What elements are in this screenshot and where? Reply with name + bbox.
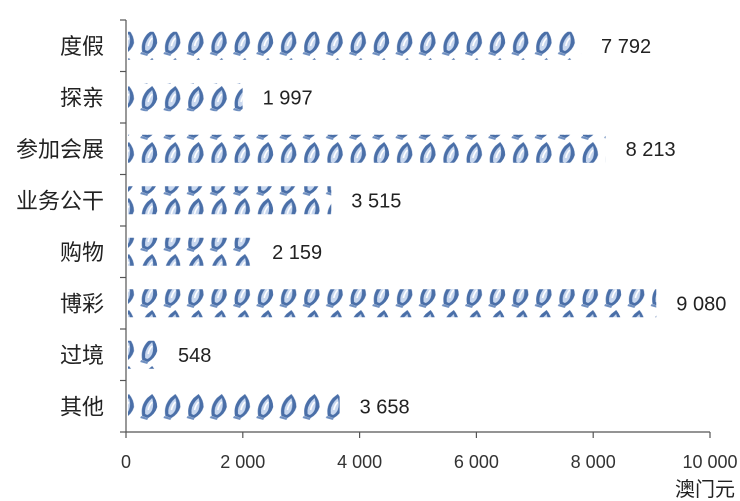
bar xyxy=(128,186,332,215)
x-tick-label: 4 000 xyxy=(337,452,382,472)
x-axis-unit-label: 澳门元 xyxy=(675,478,735,501)
category-label: 博彩 xyxy=(60,291,104,316)
category-label: 参加会展 xyxy=(16,137,104,162)
x-tick-label: 6 000 xyxy=(454,452,499,472)
value-label: 1 997 xyxy=(263,87,313,109)
x-tick-label: 0 xyxy=(121,452,131,472)
bar xyxy=(128,392,340,421)
value-label: 548 xyxy=(178,345,211,367)
category-label: 购物 xyxy=(60,240,104,265)
value-label: 2 159 xyxy=(272,242,322,264)
value-label: 8 213 xyxy=(626,139,676,161)
bars xyxy=(128,31,657,421)
bar xyxy=(128,83,243,112)
category-label: 其他 xyxy=(60,394,104,419)
x-tick-label: 2 000 xyxy=(220,452,265,472)
value-label: 9 080 xyxy=(676,293,726,315)
value-label: 3 658 xyxy=(360,396,410,418)
value-labels: 7 792 1 997 8 213 3 515 2 159 9 080 548 3 658 xyxy=(178,36,726,419)
bar xyxy=(128,134,606,163)
x-tick-labels: 0 2 000 4 000 6 000 8 000 10 000 xyxy=(121,452,738,472)
bar xyxy=(128,289,657,318)
axes xyxy=(120,19,711,438)
bar xyxy=(128,340,159,369)
x-tick-label: 8 000 xyxy=(571,452,616,472)
bar xyxy=(128,31,582,60)
bar xyxy=(128,237,253,266)
x-tick-label: 10 000 xyxy=(682,452,737,472)
category-label: 探亲 xyxy=(60,85,104,110)
category-label: 过境 xyxy=(60,343,104,368)
category-label: 度假 xyxy=(60,34,104,59)
value-label: 3 515 xyxy=(351,190,401,212)
value-label: 7 792 xyxy=(601,36,651,58)
category-label: 业务公干 xyxy=(16,188,104,213)
